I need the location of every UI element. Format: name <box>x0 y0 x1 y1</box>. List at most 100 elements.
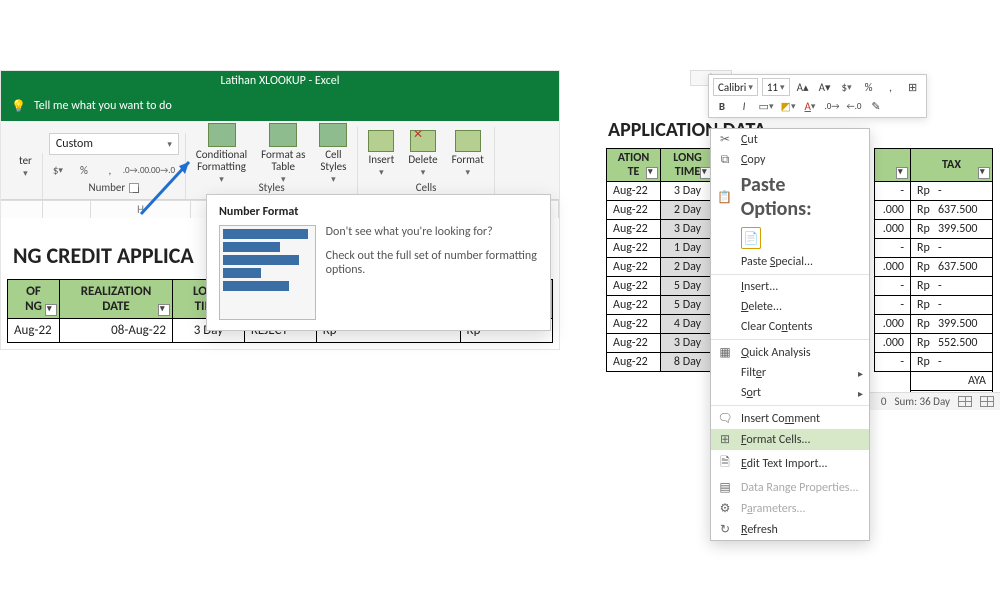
filter-icon[interactable] <box>158 304 170 316</box>
delete-icon <box>410 130 436 152</box>
ribbon: ter▾ Custom ▾ $▾ % , .0→.00 .00→.0 Numbe… <box>1 121 559 200</box>
cell-styles-icon <box>319 123 347 147</box>
inc-decimal-icon[interactable]: .0→ <box>823 98 841 114</box>
cell-styles-button[interactable]: Cell Styles▾ <box>315 121 351 187</box>
ctx-data-range: ▤Data Range Properties... <box>711 477 869 498</box>
ctx-copy[interactable]: ⧉Copy <box>711 150 869 170</box>
format-icon <box>455 130 481 152</box>
comma-icon[interactable]: , <box>882 79 900 95</box>
col-h[interactable]: H <box>91 201 191 218</box>
borders-dropdown-icon[interactable]: ▭▾ <box>757 98 775 114</box>
chevron-down-icon: ▾ <box>167 139 172 150</box>
filter-icon[interactable] <box>978 167 990 179</box>
increase-font-icon[interactable]: A▴ <box>794 79 812 95</box>
delete-button[interactable]: Delete▾ <box>404 128 441 180</box>
ctx-cut[interactable]: ✂Cut <box>711 129 869 150</box>
italic-icon[interactable]: I <box>735 98 753 114</box>
hdr-ation-te[interactable]: ATION TE <box>618 151 650 179</box>
percent-format-icon[interactable]: % <box>75 162 93 178</box>
tooltip-line2: Check out the full set of number formatt… <box>326 249 538 277</box>
ctx-edit-text-import[interactable]: 🗎Edit Text Import... <box>711 450 869 477</box>
comma-format-icon[interactable]: , <box>101 162 119 178</box>
clipboard-icon: 📋 <box>717 190 733 205</box>
tooltip-thumbnail <box>219 225 316 320</box>
comment-icon: 🗨 <box>717 411 733 426</box>
fill-color-icon[interactable]: ◩▾ <box>779 98 797 114</box>
ctx-delete[interactable]: Delete... <box>711 297 869 317</box>
hdr-realization[interactable]: REALIZATION DATE <box>81 284 152 314</box>
ctx-format-cells[interactable]: ⊞Format Cells... <box>711 429 869 450</box>
insert-icon <box>368 130 394 152</box>
group-number-label: Number <box>88 181 125 194</box>
ctx-sort[interactable]: Sort <box>711 383 869 403</box>
hdr-long-time[interactable]: LONG TIME <box>673 151 702 179</box>
context-menu: ✂Cut ⧉Copy 📋Paste Options: 📄 Paste Speci… <box>710 128 870 541</box>
data-range-icon: ▤ <box>717 480 733 495</box>
status-sum-label: Sum: <box>894 395 917 408</box>
lightbulb-icon: 💡 <box>11 99 26 114</box>
format-button[interactable]: Format▾ <box>448 128 488 180</box>
scissors-icon: ✂ <box>717 132 733 147</box>
font-size-combo[interactable]: 11▾ <box>762 78 790 96</box>
increase-decimal-icon[interactable]: .0→.00 <box>127 162 145 178</box>
number-format-combo[interactable]: Custom ▾ <box>49 133 179 155</box>
group-truncated-left: ter▾ <box>9 153 43 199</box>
insert-button[interactable]: Insert▾ <box>364 128 398 180</box>
ctx-parameters: ⚙Parameters... <box>711 498 869 519</box>
tell-me-bar[interactable]: 💡 Tell me what you want to do <box>1 91 559 121</box>
accounting-icon[interactable]: $▾ <box>838 79 856 95</box>
paste-icon[interactable]: 📄 <box>741 227 761 249</box>
format-as-table-icon <box>269 123 297 147</box>
hdr-tax[interactable]: TAX <box>942 158 961 172</box>
format-cells-icon: ⊞ <box>717 432 733 447</box>
left-excel-window: Latihan XLOOKUP - Excel 💡 Tell me what y… <box>0 70 560 350</box>
ctx-insert-comment[interactable]: 🗨Insert Comment <box>711 408 869 429</box>
decrease-font-icon[interactable]: A▾ <box>816 79 834 95</box>
bold-icon[interactable]: B <box>713 98 731 114</box>
accounting-format-icon[interactable]: $▾ <box>49 162 67 178</box>
borders-icon[interactable]: ⊞ <box>904 79 922 95</box>
filter-icon[interactable] <box>45 304 57 316</box>
filter-icon[interactable] <box>896 167 908 179</box>
decrease-decimal-icon[interactable]: .00→.0 <box>153 162 171 178</box>
parameters-icon: ⚙ <box>717 501 733 516</box>
hdr-of-ng[interactable]: OF NG <box>25 284 42 314</box>
group-styles: Conditional Formatting▾ Format as Table▾… <box>186 127 359 199</box>
number-dialog-launcher[interactable] <box>129 183 139 193</box>
mini-toolbar: Calibri▾ 11▾ A▴ A▾ $▾ % , ⊞ B I ▭▾ ◩▾ A▾… <box>708 74 927 118</box>
percent-icon[interactable]: % <box>860 79 878 95</box>
ctx-refresh[interactable]: ↻Refresh <box>711 519 869 540</box>
refresh-icon: ↻ <box>717 522 733 537</box>
format-as-table-button[interactable]: Format as Table▾ <box>257 121 309 187</box>
conditional-formatting-icon <box>208 123 236 147</box>
center-button[interactable]: ter▾ <box>15 153 36 181</box>
ctx-filter[interactable]: Filter <box>711 363 869 383</box>
group-number: Custom ▾ $▾ % , .0→.00 .00→.0 Number <box>43 133 186 199</box>
right-excel-window: I Calibri▾ 11▾ A▴ A▾ $▾ % , ⊞ B I ▭▾ ◩▾ … <box>600 70 1000 410</box>
text-import-icon: 🗎 <box>717 453 733 474</box>
group-cells: Insert▾ Delete▾ Format▾ Cells <box>358 127 494 199</box>
filter-icon[interactable] <box>646 167 658 179</box>
ctx-quick-analysis[interactable]: ▦Quick Analysis <box>711 342 869 363</box>
format-painter-icon[interactable]: ✎ <box>867 98 885 114</box>
ctx-paste-special[interactable]: Paste Special... <box>711 252 869 272</box>
ctx-paste-options: 📋Paste Options: <box>711 170 869 224</box>
ctx-clear[interactable]: Clear Contents <box>711 317 869 337</box>
conditional-formatting-button[interactable]: Conditional Formatting▾ <box>192 121 251 187</box>
status-sum-value: 36 Day <box>920 395 950 408</box>
tooltip-title: Number Format <box>219 205 538 219</box>
view-layout-icon[interactable] <box>980 396 994 407</box>
tooltip-line1: Don't see what you're looking for? <box>326 225 538 239</box>
number-format-tooltip: Number Format Don't see what you're look… <box>206 194 551 331</box>
view-normal-icon[interactable] <box>958 396 972 407</box>
tell-me-text: Tell me what you want to do <box>34 99 172 113</box>
font-combo[interactable]: Calibri▾ <box>713 78 758 96</box>
number-format-value: Custom <box>56 137 93 151</box>
status-count: 0 <box>881 395 887 408</box>
font-color-icon[interactable]: A▾ <box>801 98 819 114</box>
ctx-paste-icon-row[interactable]: 📄 <box>711 224 869 252</box>
dec-decimal-icon[interactable]: ←.0 <box>845 98 863 114</box>
ctx-insert[interactable]: Insert... <box>711 277 869 297</box>
quick-analysis-icon: ▦ <box>717 345 733 360</box>
copy-icon: ⧉ <box>717 153 733 167</box>
